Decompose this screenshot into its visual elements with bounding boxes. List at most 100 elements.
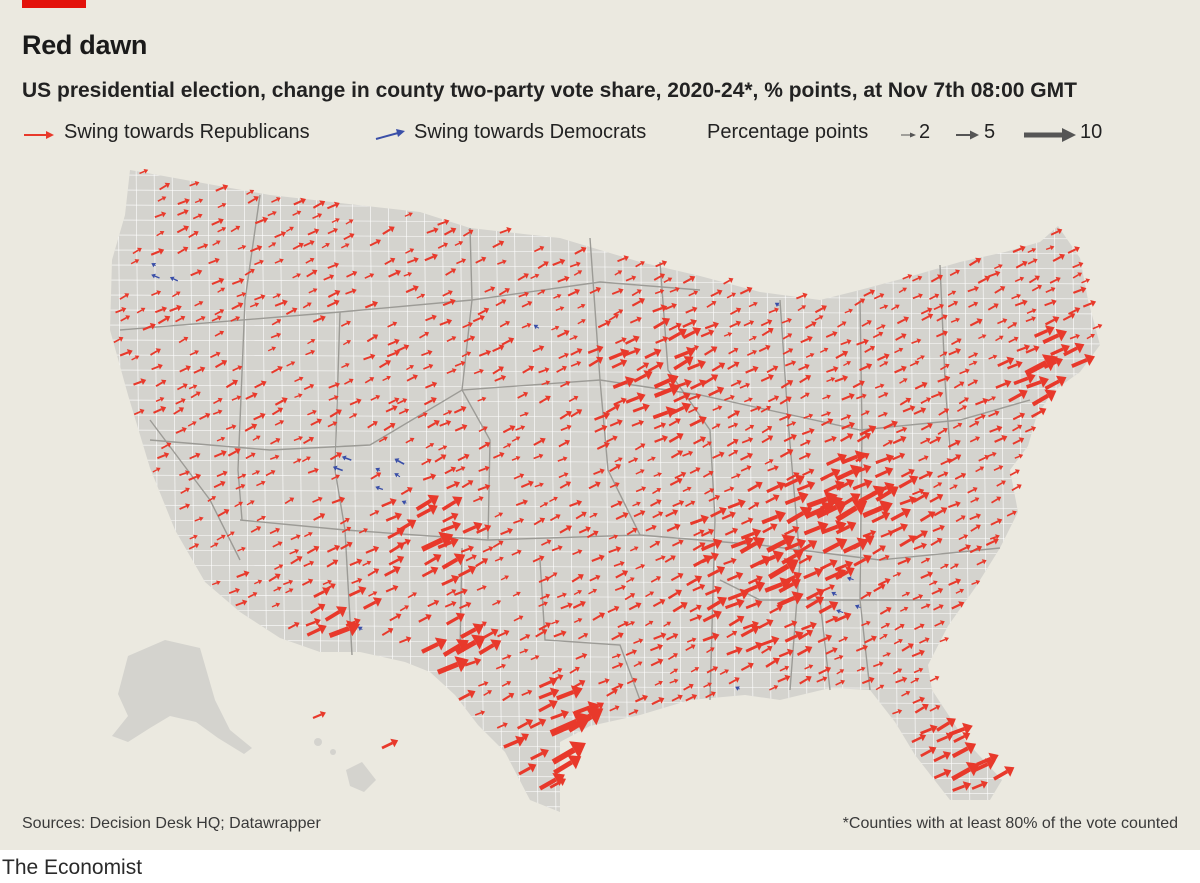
- republican-swing-arrow: [747, 481, 763, 492]
- republican-swing-arrow: [553, 630, 567, 638]
- republican-swing-arrow: [1012, 437, 1025, 445]
- republican-swing-arrow: [724, 394, 735, 401]
- republican-swing-arrow: [427, 599, 440, 608]
- republican-swing-arrow: [612, 376, 635, 389]
- republican-swing-arrow: [740, 517, 754, 525]
- county-border-line: [110, 804, 1100, 810]
- republican-swing-arrow: [777, 674, 791, 683]
- republican-swing-arrow: [461, 480, 474, 489]
- republican-swing-arrow: [634, 694, 648, 703]
- republican-swing-arrow: [1050, 344, 1070, 356]
- republican-swing-arrow: [351, 577, 363, 585]
- democrat-swing-arrow: [394, 473, 401, 478]
- republican-swing-arrow: [136, 307, 146, 314]
- republican-swing-arrow: [706, 666, 719, 674]
- republican-swing-arrow: [457, 453, 470, 462]
- republican-swing-arrow: [556, 685, 583, 701]
- republican-swing-arrow: [454, 424, 468, 432]
- republican-swing-arrow: [938, 408, 950, 416]
- republican-swing-arrow: [572, 600, 586, 609]
- republican-swing-arrow: [1072, 261, 1084, 269]
- republican-swing-arrow: [234, 501, 243, 508]
- republican-swing-arrow: [947, 439, 961, 448]
- republican-swing-arrow: [256, 515, 266, 522]
- republican-swing-arrow: [557, 456, 568, 462]
- republican-swing-arrow: [567, 288, 580, 297]
- republican-swing-arrow: [613, 397, 627, 406]
- republican-swing-arrow: [160, 442, 172, 450]
- republican-swing-arrow: [592, 612, 605, 621]
- republican-swing-arrow: [668, 322, 682, 331]
- republican-swing-arrow: [798, 452, 811, 461]
- republican-swing-arrow: [269, 527, 280, 535]
- republican-swing-arrow: [305, 349, 316, 356]
- republican-swing-arrow: [726, 571, 744, 582]
- county-border-line: [110, 579, 1100, 585]
- republican-swing-arrow: [247, 592, 258, 599]
- republican-swing-arrow: [996, 480, 1006, 487]
- republican-swing-arrow: [702, 441, 712, 448]
- republican-swing-arrow: [475, 256, 487, 264]
- republican-swing-arrow: [462, 521, 483, 534]
- republican-swing-arrow: [460, 545, 474, 553]
- republican-swing-arrow: [682, 275, 696, 284]
- republican-swing-arrow: [875, 453, 895, 465]
- republican-swing-arrow: [708, 494, 721, 502]
- republican-swing-arrow: [650, 643, 663, 652]
- republican-swing-arrow: [345, 219, 354, 225]
- republican-swing-arrow: [841, 421, 855, 430]
- republican-swing-arrow: [225, 379, 238, 389]
- republican-swing-arrow: [987, 396, 996, 402]
- republican-swing-arrow: [1012, 245, 1026, 253]
- republican-swing-arrow: [769, 604, 783, 614]
- republican-swing-arrow: [286, 361, 296, 367]
- republican-swing-arrow: [625, 392, 646, 404]
- republican-swing-arrow: [227, 448, 241, 457]
- republican-swing-arrow: [1081, 278, 1091, 284]
- republican-swing-arrow: [920, 746, 937, 758]
- republican-swing-arrow: [416, 293, 426, 299]
- republican-swing-arrow: [899, 495, 917, 506]
- republican-swing-arrow: [784, 620, 798, 629]
- republican-swing-arrow: [666, 523, 681, 532]
- democrat-swing-arrow: [533, 324, 540, 330]
- republican-swing-arrow: [758, 344, 771, 353]
- republican-swing-arrow: [441, 553, 466, 570]
- republican-swing-arrow: [285, 588, 294, 594]
- republican-swing-arrow: [445, 612, 465, 626]
- republican-swing-arrow: [303, 240, 315, 247]
- republican-swing-arrow: [834, 374, 849, 383]
- republican-swing-arrow: [702, 470, 714, 478]
- republican-swing-arrow: [653, 382, 681, 398]
- county-border-line: [110, 474, 1100, 480]
- republican-swing-arrow: [237, 244, 247, 250]
- county-border-line: [110, 369, 1100, 375]
- republican-swing-arrow: [779, 396, 792, 405]
- republican-swing-arrow: [194, 198, 204, 204]
- republican-swing-arrow: [856, 338, 869, 346]
- republican-swing-arrow: [664, 555, 676, 563]
- republican-swing-arrow: [1044, 299, 1057, 307]
- republican-swing-arrow: [689, 614, 703, 622]
- republican-swing-arrow: [597, 320, 611, 329]
- republican-swing-arrow: [727, 361, 740, 370]
- republican-swing-arrow: [211, 218, 224, 226]
- republican-swing-arrow: [171, 291, 181, 298]
- republican-swing-arrow: [246, 500, 255, 506]
- republican-swing-arrow: [538, 601, 548, 608]
- legend-democrat-arrow-icon: [375, 129, 405, 140]
- republican-swing-arrow: [558, 352, 569, 360]
- republican-swing-arrow: [686, 637, 697, 643]
- republican-swing-arrow: [478, 639, 502, 656]
- republican-swing-arrow: [899, 397, 912, 406]
- republican-swing-arrow: [157, 196, 167, 202]
- republican-swing-arrow: [175, 398, 186, 405]
- republican-swing-arrow: [652, 406, 676, 420]
- legend-scale-5: 5: [984, 121, 996, 143]
- republican-swing-arrow: [217, 227, 227, 233]
- republican-swing-arrow: [632, 403, 650, 413]
- republican-swing-arrow: [1052, 253, 1065, 263]
- republican-swing-arrow: [188, 230, 199, 239]
- republican-swing-arrow: [273, 586, 282, 592]
- republican-swing-arrow: [367, 568, 380, 577]
